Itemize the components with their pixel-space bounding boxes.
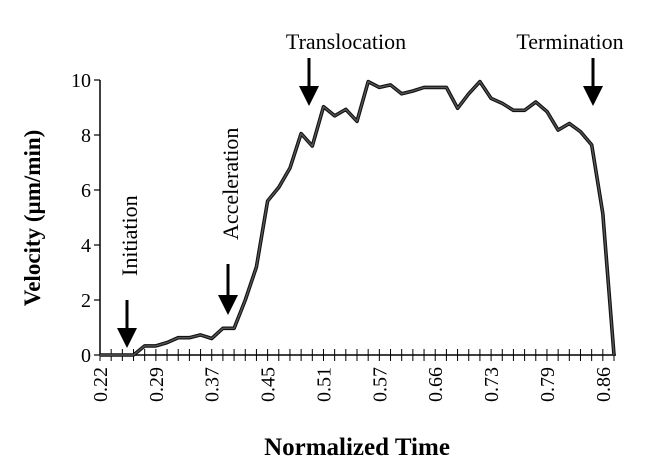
tick-labels: 0 2 4 6 8 10 0.22 0.29 0.37 0.45 0.51 0.57 0.66 0.73 0… <box>71 70 615 402</box>
x-axis-title: Normalized Time <box>264 434 450 461</box>
axes <box>94 79 616 361</box>
y-tick-label: 0 <box>81 345 91 367</box>
arrow-head-icon <box>299 86 319 106</box>
arrow-head-icon <box>583 86 603 106</box>
x-tick-label: 0.51 <box>313 367 335 402</box>
x-tick-label: 0.29 <box>146 367 168 402</box>
x-tick-label: 0.66 <box>425 367 447 402</box>
annotation-termination: Termination <box>516 29 623 54</box>
y-tick-label: 6 <box>81 180 91 202</box>
x-tick-label: 0.45 <box>258 367 280 402</box>
series <box>100 79 616 357</box>
arrow-head-icon <box>218 295 238 315</box>
series-line-outline <box>100 79 616 357</box>
x-tick-label: 0.73 <box>481 367 503 402</box>
x-tick-label: 0.57 <box>369 367 391 402</box>
annotation-initiation: Initiation <box>117 195 142 276</box>
annotation-translocation: Translocation <box>286 29 406 54</box>
x-tick-label: 0.86 <box>593 367 615 402</box>
arrow-head-icon <box>117 328 137 348</box>
x-tick-label: 0.22 <box>90 367 112 402</box>
annotation-acceleration: Acceleration <box>218 128 243 240</box>
annotations: Initiation Acceleration Translocation Termi… <box>117 29 624 348</box>
x-tick-label: 0.79 <box>537 367 559 402</box>
y-tick-label: 4 <box>81 235 91 257</box>
y-axis-title: Velocity (µm/min) <box>20 130 45 307</box>
y-tick-label: 2 <box>81 290 91 312</box>
y-tick-label: 10 <box>71 70 91 92</box>
y-tick-label: 8 <box>81 125 91 147</box>
x-tick-label: 0.37 <box>202 367 224 402</box>
series-line <box>100 80 615 356</box>
